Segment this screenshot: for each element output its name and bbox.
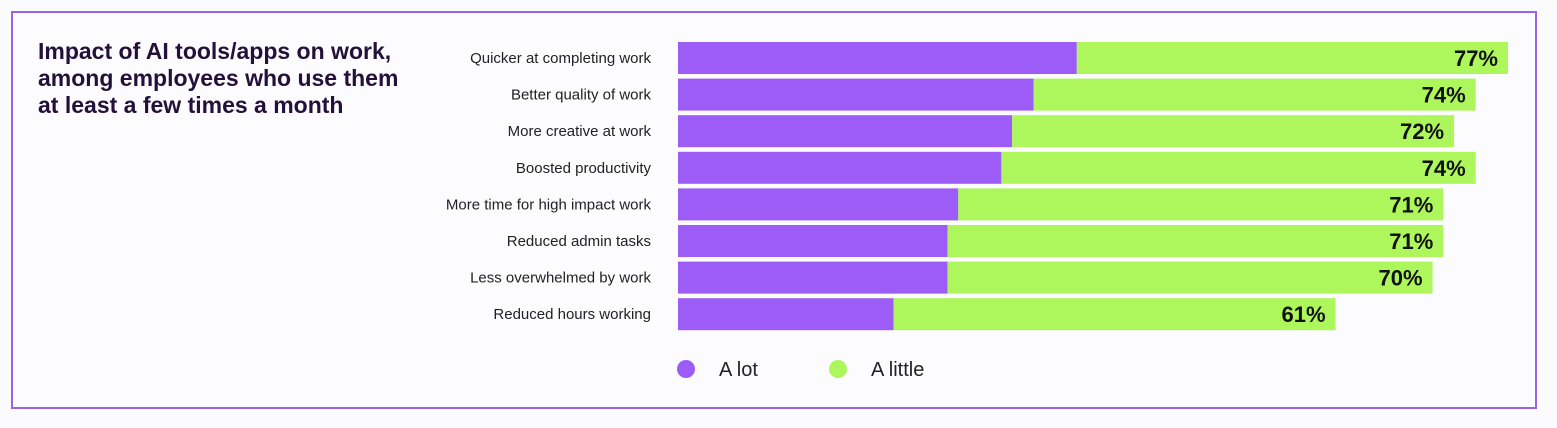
total-label: 74% [1422, 156, 1466, 181]
bar-segment-a-little [1033, 78, 1476, 111]
bar-segment-a-lot [678, 261, 948, 294]
category-label: Reduced admin tasks [507, 233, 651, 250]
bar-segment-a-little [947, 225, 1444, 257]
bar-segment-a-lot [678, 78, 1034, 111]
bar-segment-a-lot [678, 298, 894, 331]
total-label: 77% [1454, 46, 1498, 71]
bar-segment-a-little [947, 261, 1433, 294]
category-label: Reduced hours working [493, 306, 651, 323]
bar-segment-a-little [1012, 115, 1455, 148]
legend-label: A lot [719, 359, 758, 381]
bar-segment-a-little [893, 298, 1336, 331]
category-label: Less overwhelmed by work [470, 270, 651, 287]
bar-segment-a-lot [678, 225, 948, 257]
total-label: 74% [1422, 83, 1466, 108]
legend-marker [829, 360, 847, 378]
category-label: More creative at work [508, 123, 652, 140]
bar-segment-a-little [1001, 151, 1476, 184]
bar-segment-a-little [958, 188, 1444, 221]
bar-segment-a-little [1076, 42, 1508, 74]
chart-title: Impact of AI tools/apps on work, among e… [38, 38, 399, 118]
bar-segment-a-lot [678, 151, 1002, 184]
total-label: 61% [1281, 302, 1325, 327]
bar-segment-a-lot [678, 115, 1013, 148]
category-label: Better quality of work [511, 87, 652, 104]
bar-segment-a-lot [678, 188, 959, 221]
total-label: 70% [1378, 266, 1422, 291]
total-label: 71% [1389, 229, 1433, 254]
category-label: Quicker at completing work [470, 50, 651, 67]
bar-segment-a-lot [678, 42, 1077, 74]
legend-label: A little [871, 359, 924, 381]
category-label: Boosted productivity [516, 160, 652, 177]
total-label: 71% [1389, 192, 1433, 217]
legend-marker [677, 360, 695, 378]
category-label: More time for high impact work [446, 196, 652, 213]
total-label: 72% [1400, 119, 1444, 144]
